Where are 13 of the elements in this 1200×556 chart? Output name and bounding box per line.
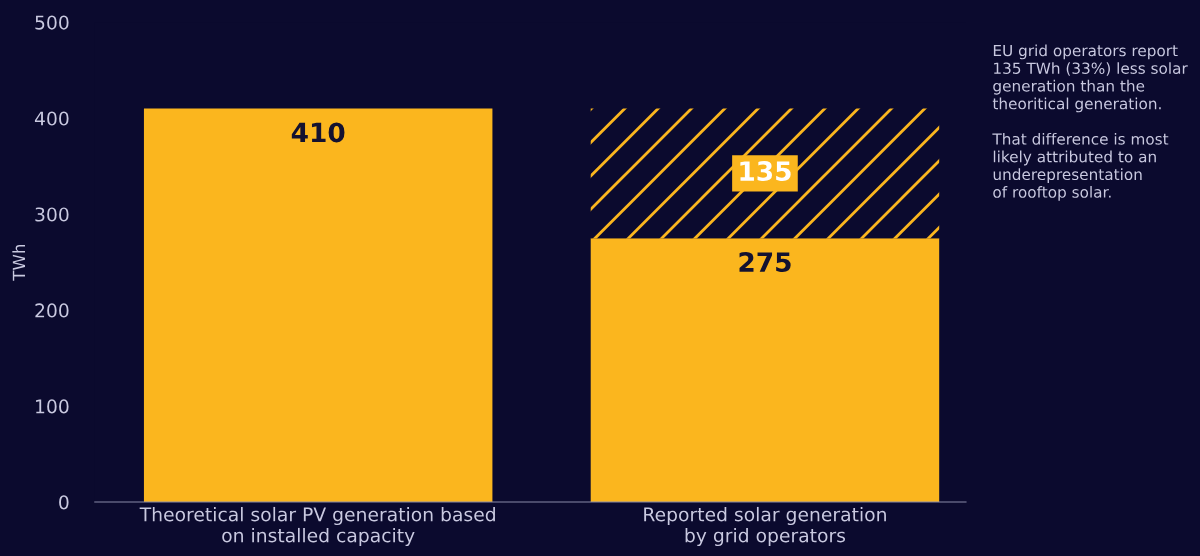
y-axis-title: TWh (12, 244, 25, 281)
data-label: 410 (291, 122, 345, 143)
y-tick-label: 500 (35, 15, 69, 30)
x-tick-label: Theoretical solar PV generation based on installed capacity (139, 506, 495, 547)
y-tick-label: 0 (59, 495, 69, 510)
y-tick-label: 100 (36, 399, 69, 414)
text: EU grid operators report 135 TWh (33%) less solar generation than the theoritical generation. That difference is most likely attributed to an underepresentation of rooftop solar. (992, 44, 1188, 201)
data-label: 135 (740, 161, 791, 182)
y-tick-label: 400 (34, 111, 69, 126)
y-tick-label: 300 (35, 207, 69, 222)
x-tick-label: Reported solar generation by grid operators (644, 506, 886, 547)
y-tick-label: 200 (35, 303, 69, 318)
data-label: 275 (739, 252, 791, 273)
